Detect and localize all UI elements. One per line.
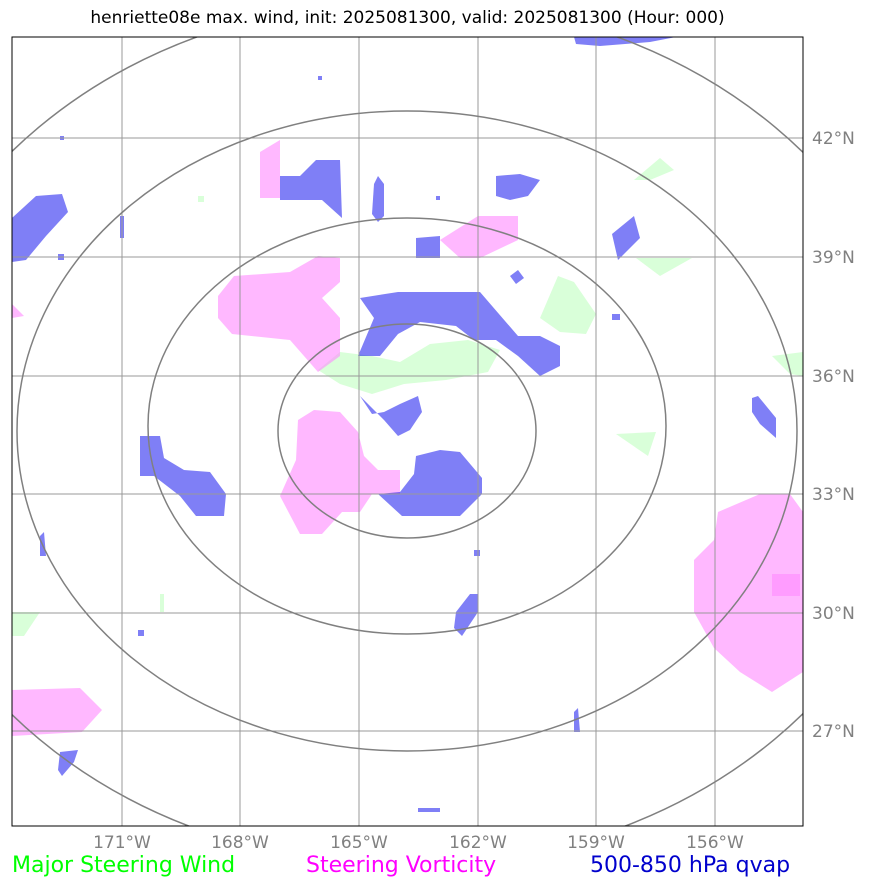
- map-frame: [11, 36, 804, 827]
- range-ring-1: [277, 323, 537, 539]
- range-ring-2: [147, 217, 667, 635]
- map-title: henriette08e max. wind, init: 2025081300…: [90, 8, 725, 28]
- range-ring-3: [16, 110, 798, 752]
- steering-wind-regions: [12, 158, 803, 636]
- lon-tick-label: 156°W: [686, 833, 744, 853]
- lat-tick-label: 42°N: [812, 129, 855, 149]
- longitude-labels: 171°W 168°W 165°W 162°W 159°W 156°W: [93, 833, 744, 853]
- lat-tick-label: 30°N: [812, 604, 855, 624]
- legend-steering-vorticity: Steering Vorticity: [306, 853, 497, 878]
- lon-tick-label: 159°W: [567, 833, 625, 853]
- range-rings: [12, 37, 803, 826]
- lat-tick-label: 36°N: [812, 367, 855, 387]
- lat-tick-label: 33°N: [812, 485, 855, 505]
- lon-tick-label: 168°W: [211, 833, 269, 853]
- latitude-labels: 42°N 39°N 36°N 33°N 30°N 27°N: [812, 129, 855, 742]
- lat-tick-label: 39°N: [812, 248, 855, 268]
- legend-steering-wind: Major Steering Wind: [12, 853, 236, 878]
- map-gridlines: [12, 37, 803, 826]
- lon-tick-label: 162°W: [449, 833, 507, 853]
- map-plot-area: [12, 37, 803, 826]
- lon-tick-label: 171°W: [93, 833, 151, 853]
- steering-vorticity-regions: [12, 140, 803, 736]
- lon-tick-label: 165°W: [330, 833, 388, 853]
- legend-qvap: 500-850 hPa qvap: [590, 853, 791, 878]
- lat-tick-label: 27°N: [812, 722, 855, 742]
- range-ring-4: [12, 37, 803, 826]
- qvap-regions: [12, 37, 776, 812]
